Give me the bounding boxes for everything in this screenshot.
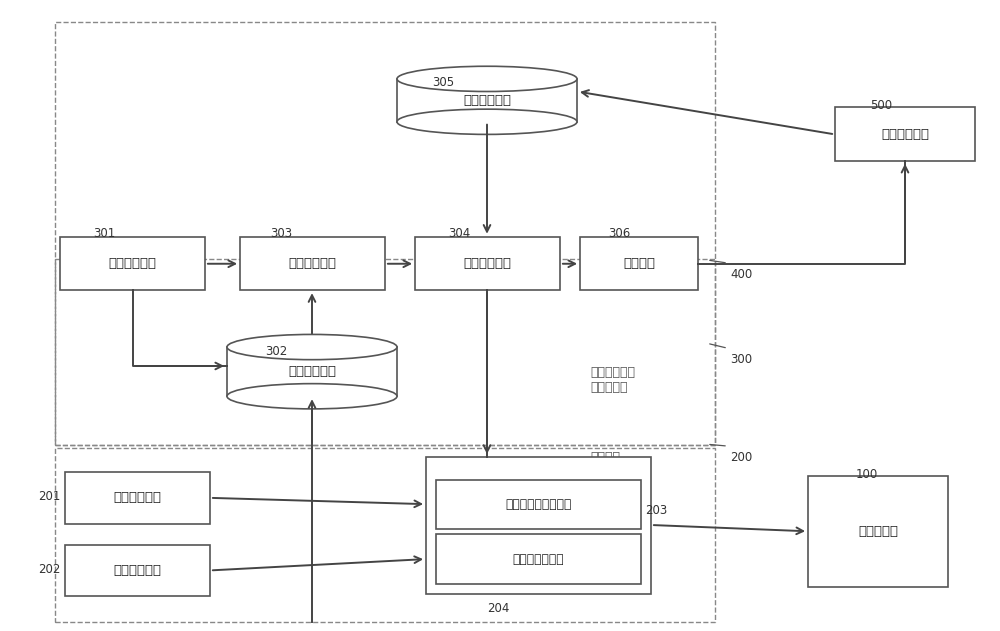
Ellipse shape [397, 66, 577, 91]
Bar [55, 259, 715, 445]
Text: 数据处理单元: 数据处理单元 [288, 365, 336, 378]
Bar [580, 237, 698, 290]
Text: 电子节气门结
冰防护系统: 电子节气门结 冰防护系统 [590, 366, 635, 394]
Text: 306: 306 [608, 227, 630, 240]
Bar [808, 476, 948, 587]
Ellipse shape [397, 109, 577, 134]
Bar [55, 448, 715, 622]
Text: 结冰检测单元: 结冰检测单元 [114, 564, 162, 577]
Text: 202: 202 [38, 563, 60, 576]
Text: 预警单元: 预警单元 [623, 257, 655, 270]
Text: 302: 302 [265, 345, 287, 358]
Text: 305: 305 [432, 76, 454, 90]
Text: 300: 300 [730, 353, 752, 367]
Bar [436, 534, 641, 584]
Bar [240, 237, 385, 290]
Text: 预防决策单元: 预防决策单元 [464, 257, 512, 270]
Text: 电子节气门: 电子节气门 [858, 525, 898, 538]
Text: 通讯模块: 通讯模块 [590, 268, 620, 281]
Ellipse shape [227, 334, 397, 360]
Text: 301: 301 [93, 227, 115, 240]
Text: 200: 200 [730, 451, 752, 464]
Text: 天气预测单元: 天气预测单元 [108, 257, 156, 270]
Bar [426, 457, 651, 594]
Text: 303: 303 [270, 227, 292, 240]
Text: 400: 400 [730, 268, 752, 281]
Text: 授权设置单元: 授权设置单元 [463, 94, 511, 107]
Text: 发动机暖机单元: 发动机暖机单元 [513, 553, 564, 565]
Text: 温度检测单元: 温度检测单元 [114, 492, 162, 504]
Text: 204: 204 [487, 602, 509, 615]
Bar [55, 22, 715, 445]
Bar [227, 347, 397, 396]
Bar [835, 107, 975, 161]
Text: 风险预测单元: 风险预测单元 [288, 257, 336, 270]
Text: 电子节气门控制单元: 电子节气门控制单元 [505, 498, 572, 510]
Text: 500: 500 [870, 99, 892, 112]
Text: 100: 100 [856, 468, 878, 481]
Text: 304: 304 [448, 227, 470, 240]
Text: 控制装置: 控制装置 [590, 451, 620, 464]
Ellipse shape [227, 384, 397, 409]
Bar [436, 480, 641, 529]
Text: 203: 203 [645, 504, 667, 517]
Bar [65, 472, 210, 524]
Bar [60, 237, 205, 290]
Text: 人机交互设备: 人机交互设备 [881, 127, 929, 141]
Bar [397, 79, 577, 122]
Bar [65, 545, 210, 596]
Text: 201: 201 [38, 490, 60, 503]
Bar [415, 237, 560, 290]
